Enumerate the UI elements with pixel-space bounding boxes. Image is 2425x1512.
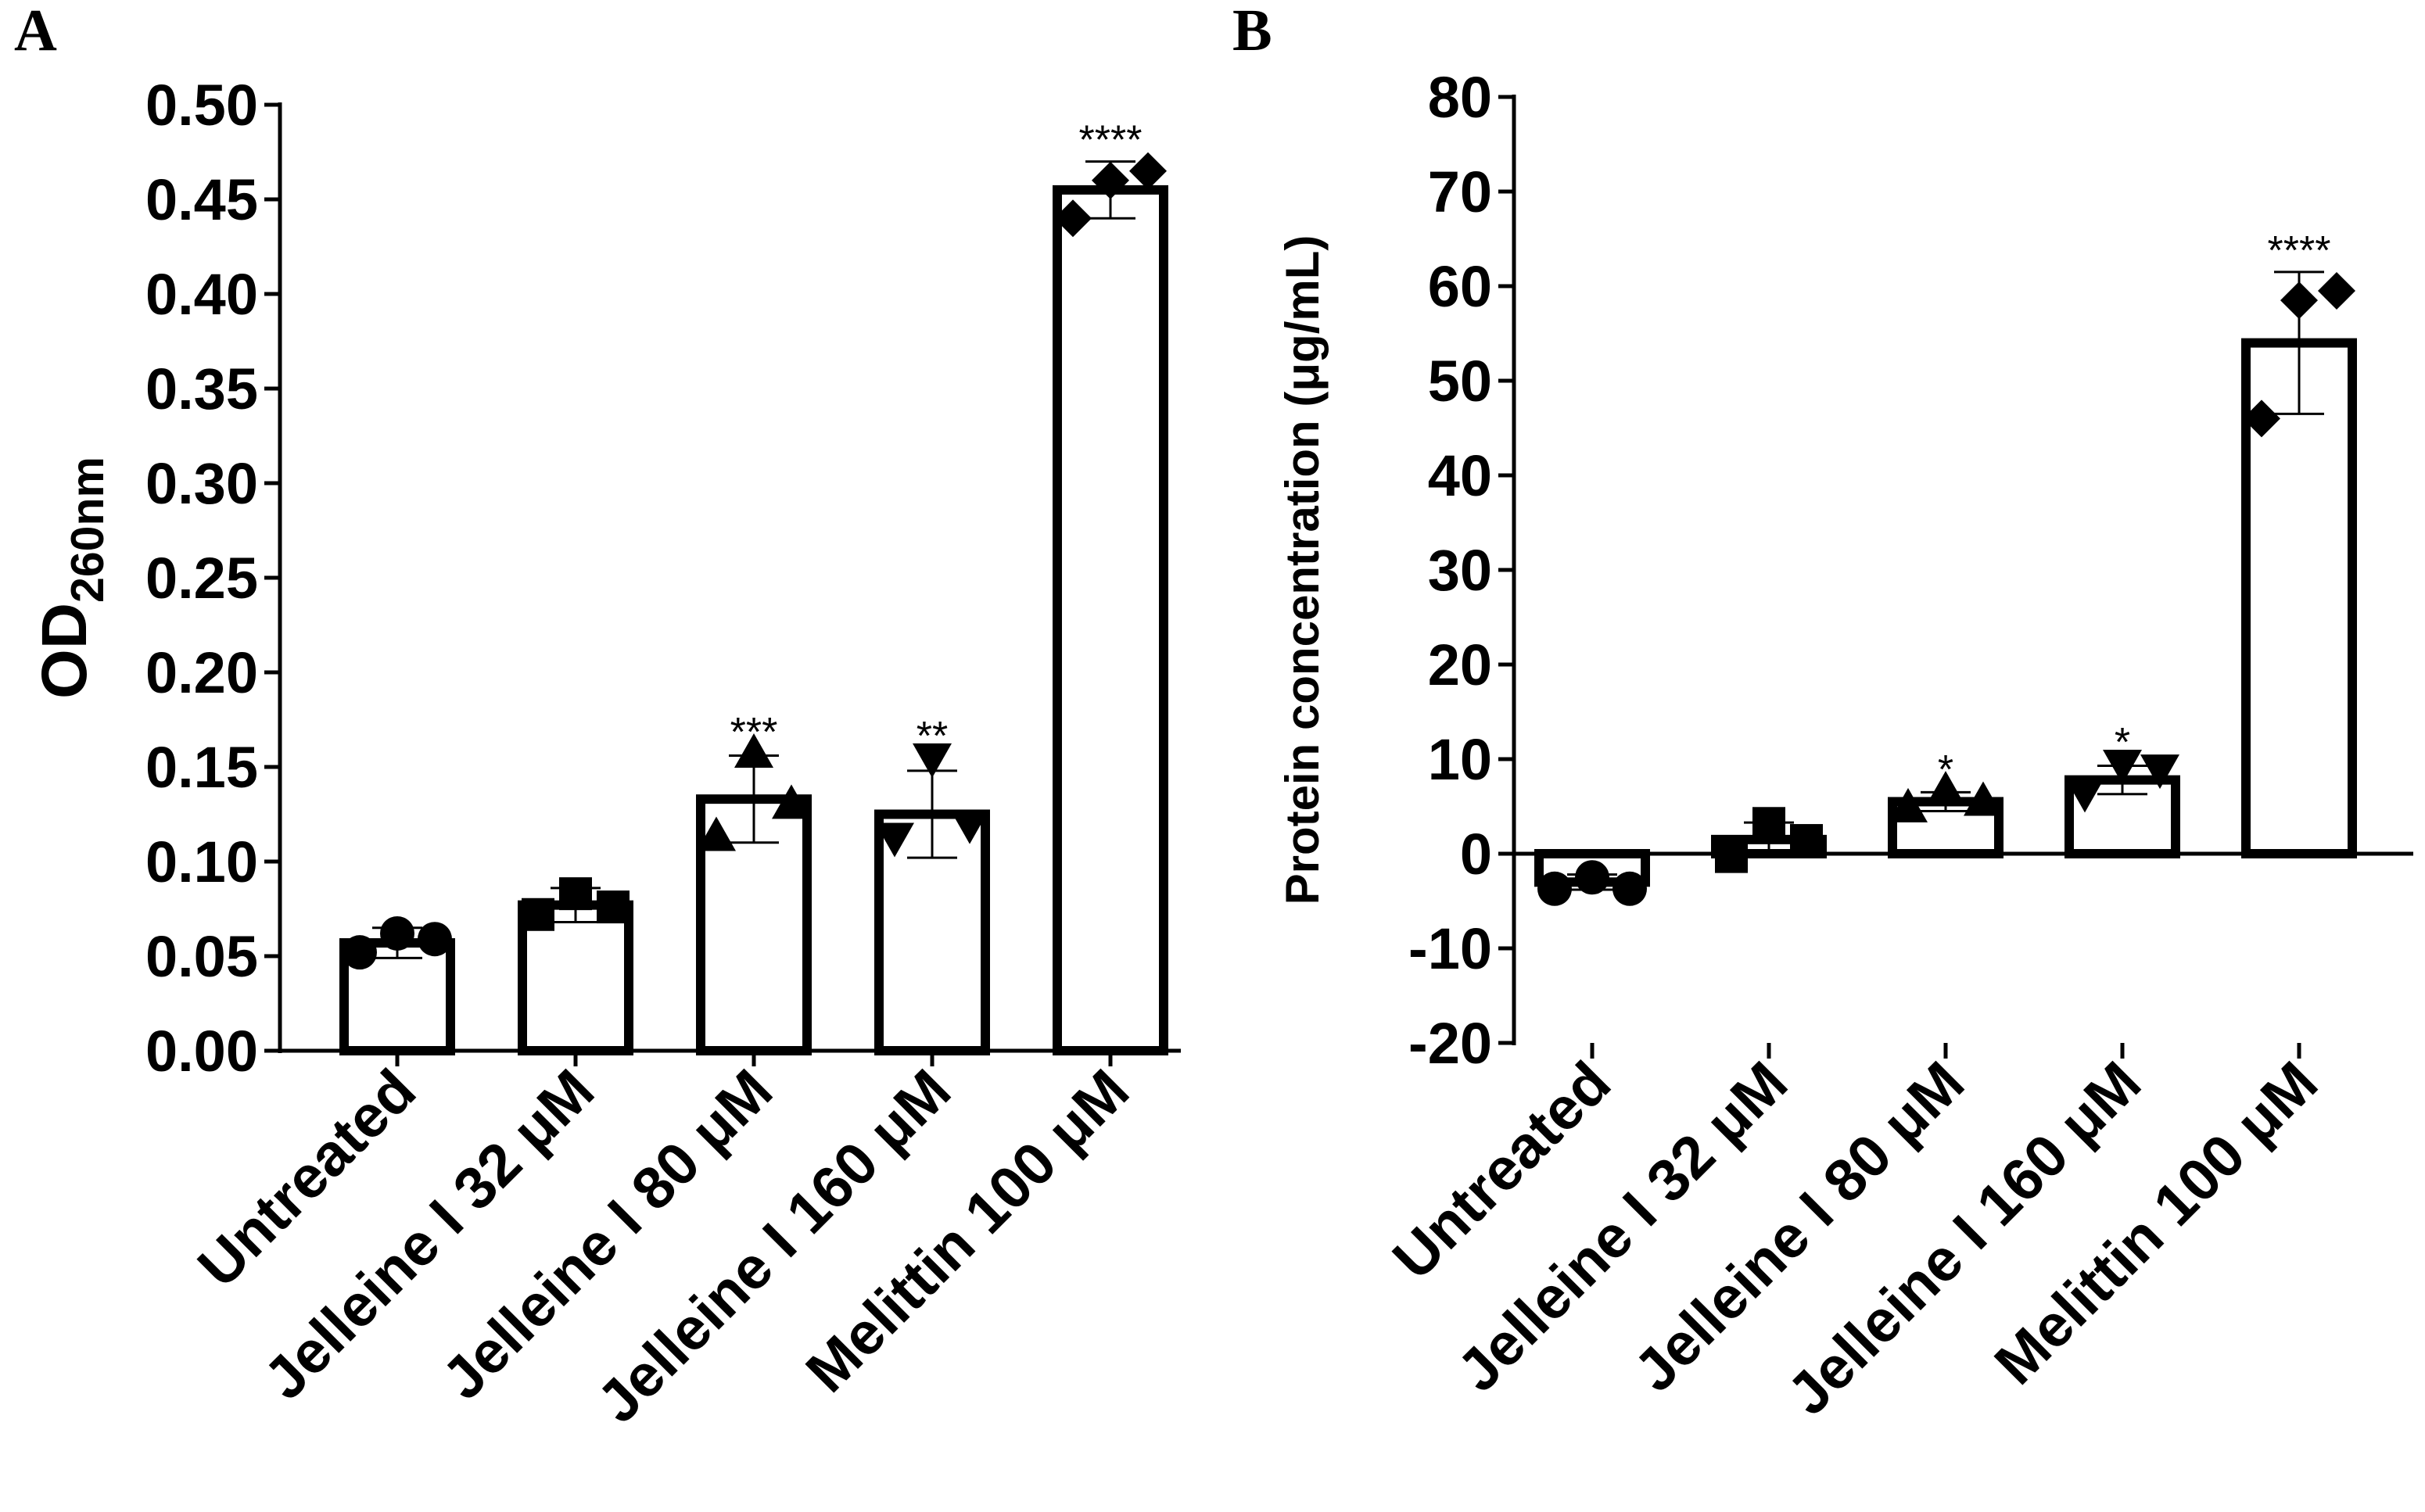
significance-label: * [2115, 720, 2130, 765]
chart-a: 0.00 0.05 0.10 0.15 0.20 0.25 0.30 0.35 0.40 0.45… [29, 73, 1181, 1435]
data-point [1964, 781, 2003, 816]
y-tick-label: 0.35 [145, 357, 258, 421]
data-point [1752, 807, 1785, 840]
data-point [2243, 399, 2280, 438]
y-tick-label: 40 [1428, 443, 1492, 508]
data-point [772, 784, 811, 819]
data-point [950, 809, 989, 844]
data-point [1612, 871, 1647, 906]
y-axis-title-subscript: 260nm [62, 457, 113, 603]
significance-label: ** [917, 714, 948, 759]
y-tick-label: 0.05 [145, 924, 258, 989]
data-point [597, 890, 630, 924]
y-tick-label: 0.10 [145, 829, 258, 894]
data-point [343, 935, 377, 970]
data-point [1092, 161, 1129, 199]
y-tick-label: 70 [1428, 159, 1492, 224]
category-label: Melittin 100 μM [1982, 1049, 2330, 1397]
significance-label: *** [730, 710, 778, 755]
data-point [1926, 771, 1965, 806]
data-point [1715, 840, 1748, 873]
y-tick-label: 0.45 [145, 167, 258, 232]
data-point [2103, 750, 2142, 785]
category-label: Jelleine I 32 μM [1445, 1049, 1800, 1404]
data-point [2140, 754, 2179, 790]
data-point [1537, 871, 1572, 906]
panel-a-letter: A [14, 0, 57, 63]
y-tick-label: 60 [1428, 254, 1492, 319]
y-tick-label: 10 [1428, 727, 1492, 792]
y-tick-label: 0.25 [145, 546, 258, 611]
y-tick-label: 50 [1428, 349, 1492, 414]
data-point [559, 877, 592, 911]
significance-label: * [1938, 747, 1953, 793]
y-tick-label: -20 [1408, 1011, 1492, 1076]
data-point [1054, 199, 1092, 238]
chart-b: -20-1001020304050607080UntreatedJelleine… [1276, 65, 2413, 1428]
y-tick-label: 0.00 [145, 1019, 258, 1084]
data-point [1790, 824, 1823, 858]
data-point [418, 922, 452, 957]
y-tick-label: 0.15 [145, 735, 258, 800]
y-tick-label: 0.40 [145, 262, 258, 327]
data-point [2318, 272, 2355, 310]
category-label: Jelleine I 32 μM [252, 1057, 607, 1412]
y-axis-title: Protein concentration (μg/mL) [1276, 235, 1329, 905]
data-point [1889, 787, 1928, 822]
y-tick-label: 0.30 [145, 451, 258, 516]
significance-label: **** [2268, 228, 2331, 274]
data-point [1129, 152, 1167, 190]
data-point [522, 898, 554, 931]
category-label: Jelleine I 80 μM [1622, 1049, 1977, 1404]
y-tick-label: 0.20 [145, 640, 258, 705]
data-point [875, 822, 914, 858]
data-point [1575, 860, 1609, 895]
y-tick-label: 80 [1428, 65, 1492, 130]
y-tick-label: -10 [1408, 916, 1492, 981]
bar [1053, 185, 1168, 1055]
y-axis-title: OD260nm [29, 457, 113, 699]
significance-label: **** [1079, 118, 1143, 163]
data-point [734, 733, 773, 769]
data-point [2280, 281, 2318, 320]
y-tick-label: 30 [1428, 538, 1492, 603]
data-point [2065, 778, 2104, 813]
data-point [697, 816, 736, 851]
data-point [380, 915, 414, 951]
panel-b-letter: B [1232, 0, 1272, 63]
data-point [913, 743, 952, 778]
category-label: Melittin 100 μM [794, 1057, 1142, 1405]
y-tick-label: 0.50 [145, 73, 258, 138]
y-tick-label: 0 [1460, 822, 1492, 887]
y-tick-label: 20 [1428, 632, 1492, 697]
category-label: Jelleine I 80 μM [430, 1057, 785, 1412]
